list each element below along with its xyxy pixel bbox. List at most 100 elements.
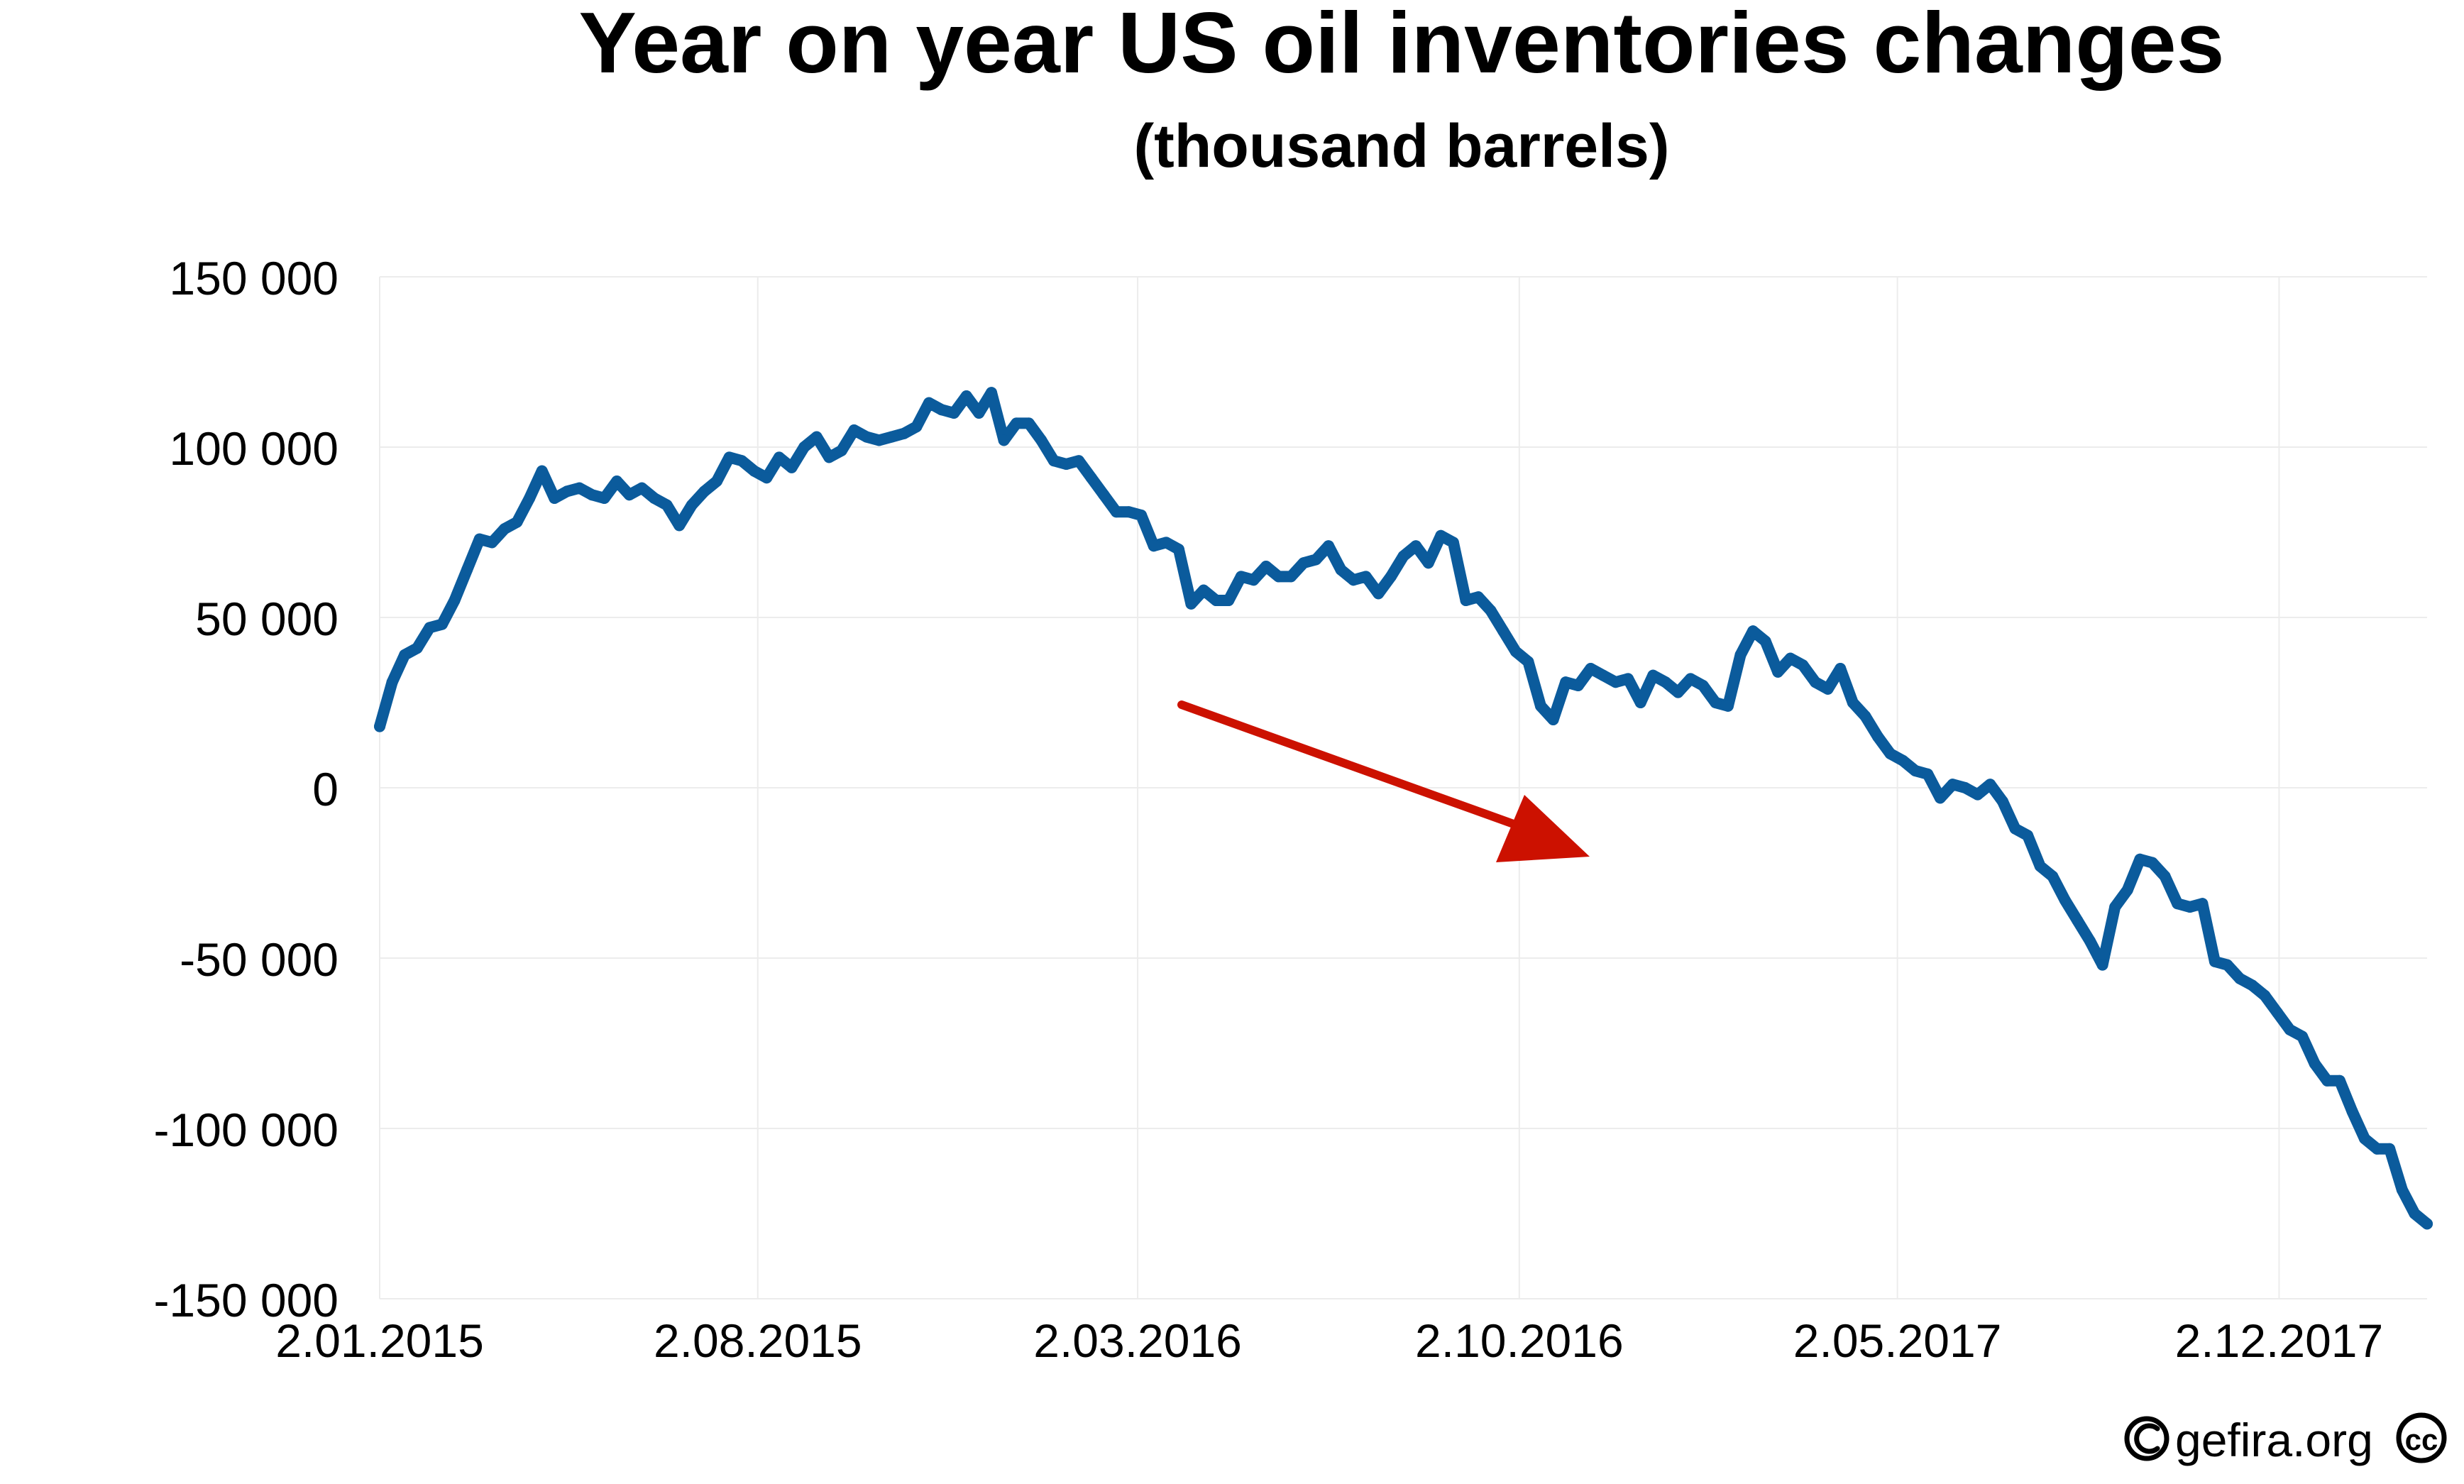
data-point [1485,605,1497,617]
data-point [960,390,972,402]
data-point [1810,676,1821,688]
data-point [1397,550,1409,562]
data-point [386,676,398,688]
data-point [573,482,585,494]
data-point [1422,557,1434,569]
data-point [1135,510,1148,521]
data-point [1535,700,1546,712]
data-point [1622,673,1634,685]
x-tick-label: 2.03.2016 [1033,1314,1242,1367]
data-point [1959,782,1971,793]
data-point [1585,663,1597,674]
data-point [524,493,536,504]
data-point [1260,561,1272,572]
data-point [1198,584,1209,596]
data-point [1310,554,1322,566]
data-point [2172,898,2184,910]
y-tick-label: 0 [312,763,339,815]
data-point [698,485,710,498]
data-point [561,485,573,498]
data-point [1734,649,1747,661]
data-point [1835,663,1847,674]
data-point [1685,673,1697,685]
x-tick-label: 2.10.2016 [1415,1314,1624,1367]
data-point [1123,506,1135,518]
data-point [1822,683,1834,695]
data-point [1971,788,1984,801]
data-point [948,407,960,419]
trend-arrow-annotation [1177,700,1590,862]
data-point [2346,1106,2358,1117]
data-point [2246,979,2258,991]
data-point [1210,595,1222,606]
data-point [2384,1143,2396,1155]
data-point [636,482,648,494]
data-point [998,434,1010,446]
data-point [1597,669,1609,681]
cc-license-glyph: cc [2405,1423,2438,1456]
data-point [598,493,610,504]
data-point [2072,915,2084,927]
data-point [2333,1074,2345,1087]
data-point [2396,1184,2408,1196]
x-tick-label: 2.01.2015 [275,1314,484,1367]
data-point [511,516,523,528]
data-point [586,489,598,501]
data-point [424,622,436,634]
data-point [1647,669,1659,681]
data-point [2259,989,2271,1001]
data-point [1148,540,1160,552]
data-point [1285,571,1297,583]
credit-text: gefira.org [2175,1414,2373,1466]
copyright-icon [2124,1416,2169,1461]
data-point [1784,652,1796,664]
data-point [498,523,510,535]
data-point [1410,540,1422,552]
data-point [2022,830,2034,842]
data-point [473,533,485,545]
data-point [923,397,935,409]
data-point [1697,680,1709,691]
data-point [2309,1057,2321,1070]
data-point [1297,557,1309,569]
chart-title: Year on year US oil inventories changes [579,0,2225,91]
data-point [611,476,623,487]
data-point [1859,710,1871,722]
data-point [773,451,785,463]
data-point [711,476,722,487]
data-point [1747,625,1759,637]
data-point [810,431,823,443]
data-point [1373,588,1385,600]
data-point [2297,1030,2309,1043]
data-point [1248,574,1260,586]
data-point [1572,680,1584,691]
grid [379,276,2427,1299]
data-point [2147,857,2158,869]
data-point [1098,489,1110,501]
data-point [736,455,748,467]
data-point [786,461,798,473]
data-point [1172,544,1184,555]
x-tick-label: 2.12.2017 [2175,1314,2384,1367]
data-point [1884,748,1896,759]
data-point [1610,676,1622,688]
data-point [2121,884,2133,896]
credit: gefira.org cc [2124,1412,2447,1466]
data-point [835,444,847,456]
data-point [2359,1133,2370,1145]
data-point [1435,529,1447,542]
data-point [1934,792,1946,804]
trend-arrow-head [1496,795,1590,862]
data-point [1460,595,1472,606]
data-point [723,451,735,463]
data-point [1634,697,1646,708]
y-tick-label: 150 000 [169,252,339,304]
data-point [1672,686,1684,698]
data-point [873,434,885,446]
data-point [661,499,673,511]
data-point [2321,1074,2333,1087]
data-point [1011,417,1023,429]
data-point [1797,659,1809,671]
data-point [549,493,561,504]
data-point [1473,591,1484,603]
